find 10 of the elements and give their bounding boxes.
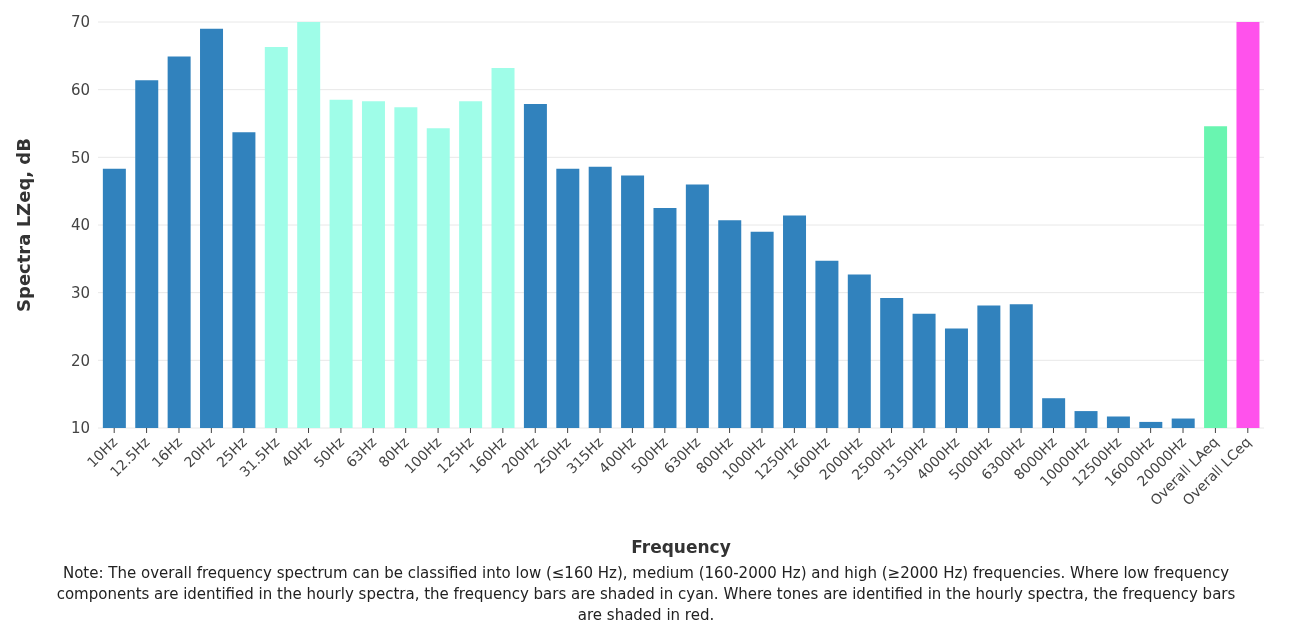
y-tick-label: 30 [70,283,90,302]
y-tick-label: 70 [70,13,90,32]
y-tick-label: 40 [70,216,90,235]
y-tick-label: 10 [70,419,90,438]
y-tick-label: 60 [70,80,90,99]
text: Note: The overall frequency spectrum can be classified into low (≤160 Hz), medium (160-2000 Hz) and high (≥2000 Hz) frequencies. Where low frequency components are identified in the hourly spectra, the frequency bars are shaded in cyan. Where tones are identified in the hourly spectra, the frequency bars are shaded in red. [55,563,1237,626]
y-axis-title: Spectra LZeq, dB [13,138,35,312]
x-axis-title: Frequency [631,537,731,557]
y-tick-label: 50 [70,148,90,167]
y-tick-label: 20 [70,351,90,370]
